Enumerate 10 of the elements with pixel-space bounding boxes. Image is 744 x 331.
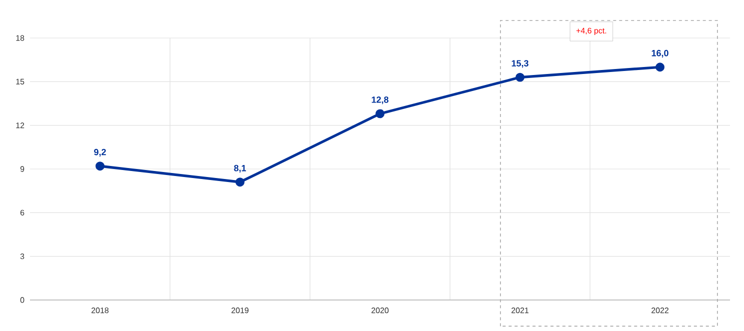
point — [236, 178, 244, 187]
data-label: 16,0 — [652, 50, 668, 58]
data-label: 12,8 — [372, 96, 388, 104]
point — [656, 62, 664, 72]
data-label: 8,1 — [234, 164, 246, 173]
point — [376, 109, 384, 118]
data-label: 9,2 — [94, 148, 106, 157]
point — [516, 72, 524, 82]
data-label: 15,3 — [512, 60, 528, 68]
point — [96, 162, 104, 171]
